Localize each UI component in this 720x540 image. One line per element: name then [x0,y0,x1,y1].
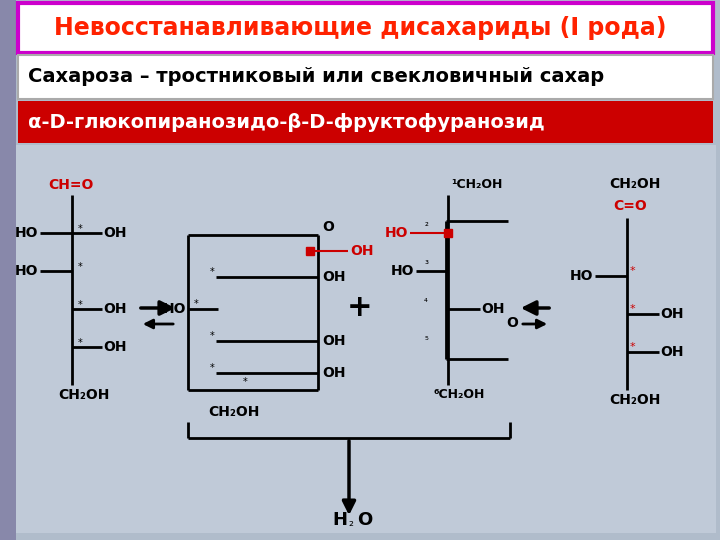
Text: HO: HO [390,264,414,278]
Text: +: + [347,294,373,322]
Text: ⁴: ⁴ [424,298,428,308]
Text: -: - [341,491,348,509]
Text: *: * [78,300,83,310]
Text: *: * [630,266,636,276]
Text: ²: ² [424,222,428,232]
Text: O: O [357,511,372,529]
Bar [18,55,713,99]
Text: OH: OH [350,244,374,258]
Text: CH₂OH: CH₂OH [58,388,109,402]
Text: HO: HO [14,264,38,278]
Text: H: H [332,511,347,529]
Text: *: * [210,363,215,373]
Text: Сахароза – тростниковый или свекловичный сахар: Сахароза – тростниковый или свекловичный… [28,68,604,86]
Bar [18,101,713,143]
Text: *: * [78,224,83,234]
Bar [0,0,16,540]
Text: ⁵: ⁵ [424,336,428,346]
Text: *: * [630,304,636,314]
Text: OH: OH [322,270,346,284]
Text: *: * [630,342,636,352]
Text: CH=O: CH=O [48,178,94,192]
Text: HO: HO [163,302,186,316]
Text: O: O [322,220,334,234]
Text: CH₂OH: CH₂OH [208,405,259,419]
Text: ₂: ₂ [348,516,353,529]
Text: ³: ³ [424,260,428,270]
Text: C=O: C=O [613,199,647,213]
Text: *: * [210,331,215,341]
Text: OH: OH [322,366,346,380]
Text: *: * [78,262,83,272]
Text: *: * [78,338,83,348]
Text: HO: HO [14,226,38,240]
Text: *: * [210,267,215,277]
Text: *: * [243,377,248,387]
Text: OH: OH [660,307,683,321]
Text: *: * [194,299,199,309]
Text: OH: OH [481,302,505,316]
Bar [16,145,716,533]
Text: ⁶CH₂OH: ⁶CH₂OH [434,388,485,402]
Text: HO: HO [570,269,593,283]
Text: CH₂OH: CH₂OH [609,393,660,407]
Text: CH₂OH: CH₂OH [609,177,660,191]
Text: OH: OH [103,302,127,316]
Text: OH: OH [322,334,346,348]
Text: O: O [506,316,518,330]
Text: OH: OH [103,340,127,354]
Text: OH: OH [103,226,127,240]
Text: Невосстанавливающие дисахариды (I рода): Невосстанавливающие дисахариды (I рода) [54,16,666,40]
Text: HO: HO [384,226,408,240]
Bar [18,3,713,53]
Text: ¹CH₂OH: ¹CH₂OH [451,179,503,192]
Text: OH: OH [660,345,683,359]
Text: α-D-глюкопиранозидо-β-D-фруктофуранозид: α-D-глюкопиранозидо-β-D-фруктофуранозид [28,112,545,132]
